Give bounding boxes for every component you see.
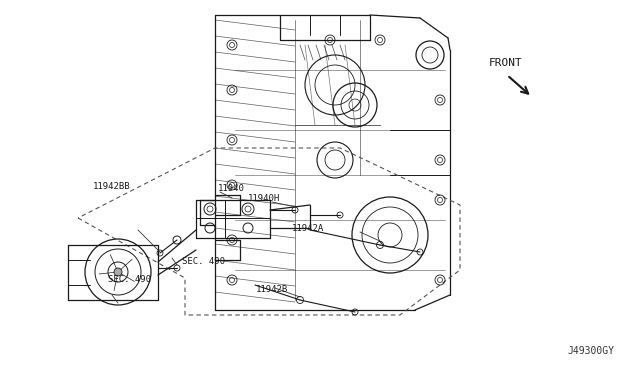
Text: 11940H: 11940H — [248, 193, 280, 202]
Text: FRONT: FRONT — [489, 58, 523, 68]
Text: SEC. 490: SEC. 490 — [182, 257, 225, 266]
Text: 11942BB: 11942BB — [93, 182, 131, 190]
Text: J49300GY: J49300GY — [567, 346, 614, 356]
Text: 11940: 11940 — [218, 183, 245, 192]
Text: 11942A: 11942A — [292, 224, 324, 232]
Text: 11942B: 11942B — [256, 285, 288, 295]
Circle shape — [114, 268, 122, 276]
Text: SEC. 490: SEC. 490 — [108, 275, 151, 283]
